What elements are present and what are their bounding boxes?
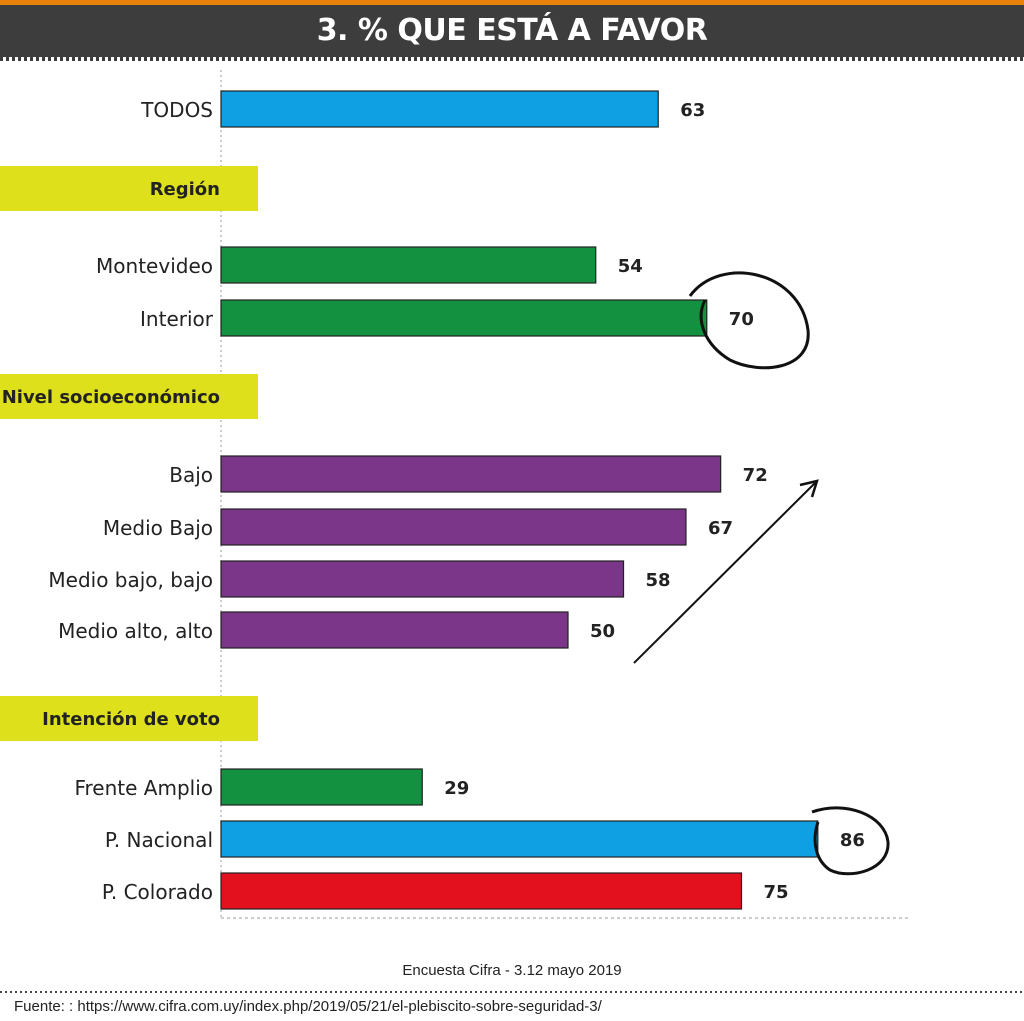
bar: [220, 246, 597, 284]
category-label: Frente Amplio: [74, 776, 213, 800]
category-label: TODOS: [140, 98, 213, 122]
bar: [220, 820, 819, 858]
bar: [220, 455, 722, 493]
group-header: Intención de voto: [42, 709, 220, 730]
value-label: 72: [743, 465, 768, 486]
bar: [220, 508, 687, 546]
bar: [220, 90, 659, 128]
category-label: Bajo: [169, 463, 213, 487]
value-label: 75: [764, 882, 789, 903]
value-label: 58: [646, 570, 671, 591]
footer-divider: [0, 991, 1024, 993]
annotation-circle: [811, 806, 890, 876]
category-label: Interior: [140, 307, 214, 331]
group-header-bg: [0, 696, 258, 741]
group-header: Región: [150, 179, 220, 200]
trend-arrow: [633, 482, 816, 664]
category-label: Medio bajo, bajo: [48, 568, 213, 592]
value-label: 50: [590, 621, 615, 642]
value-label: 86: [840, 830, 865, 851]
bar: [220, 560, 625, 598]
bar: [220, 768, 423, 806]
bar: [220, 299, 708, 337]
arrow-head-icon: [799, 479, 819, 498]
source-note: Fuente: : https://www.cifra.com.uy/index…: [14, 998, 602, 1015]
category-label: Medio alto, alto: [58, 619, 213, 643]
title-divider: [0, 57, 1024, 61]
category-label: Medio Bajo: [103, 516, 213, 540]
chart-title: 3. % QUE ESTÁ A FAVOR: [0, 5, 1024, 57]
group-header: Nivel socioeconómico: [2, 387, 220, 408]
value-label: 54: [618, 256, 643, 277]
group-header-bg: [0, 374, 258, 419]
value-label: 63: [680, 100, 705, 121]
bar: [220, 611, 569, 649]
bar: [220, 872, 743, 910]
value-label: 70: [729, 309, 754, 330]
value-label: 67: [708, 518, 733, 539]
category-label: Montevideo: [96, 254, 213, 278]
value-label: 29: [444, 778, 469, 799]
group-header-bg: [0, 166, 258, 211]
survey-note: Encuesta Cifra - 3.12 mayo 2019: [402, 962, 622, 979]
category-label: P. Colorado: [102, 880, 213, 904]
annotation-circle: [688, 271, 810, 370]
category-label: P. Nacional: [105, 828, 213, 852]
accent-bar: [0, 0, 1024, 5]
bar-chart: TODOS 63 Región Montevideo 54 Interior 70 Nivel…: [0, 70, 910, 919]
